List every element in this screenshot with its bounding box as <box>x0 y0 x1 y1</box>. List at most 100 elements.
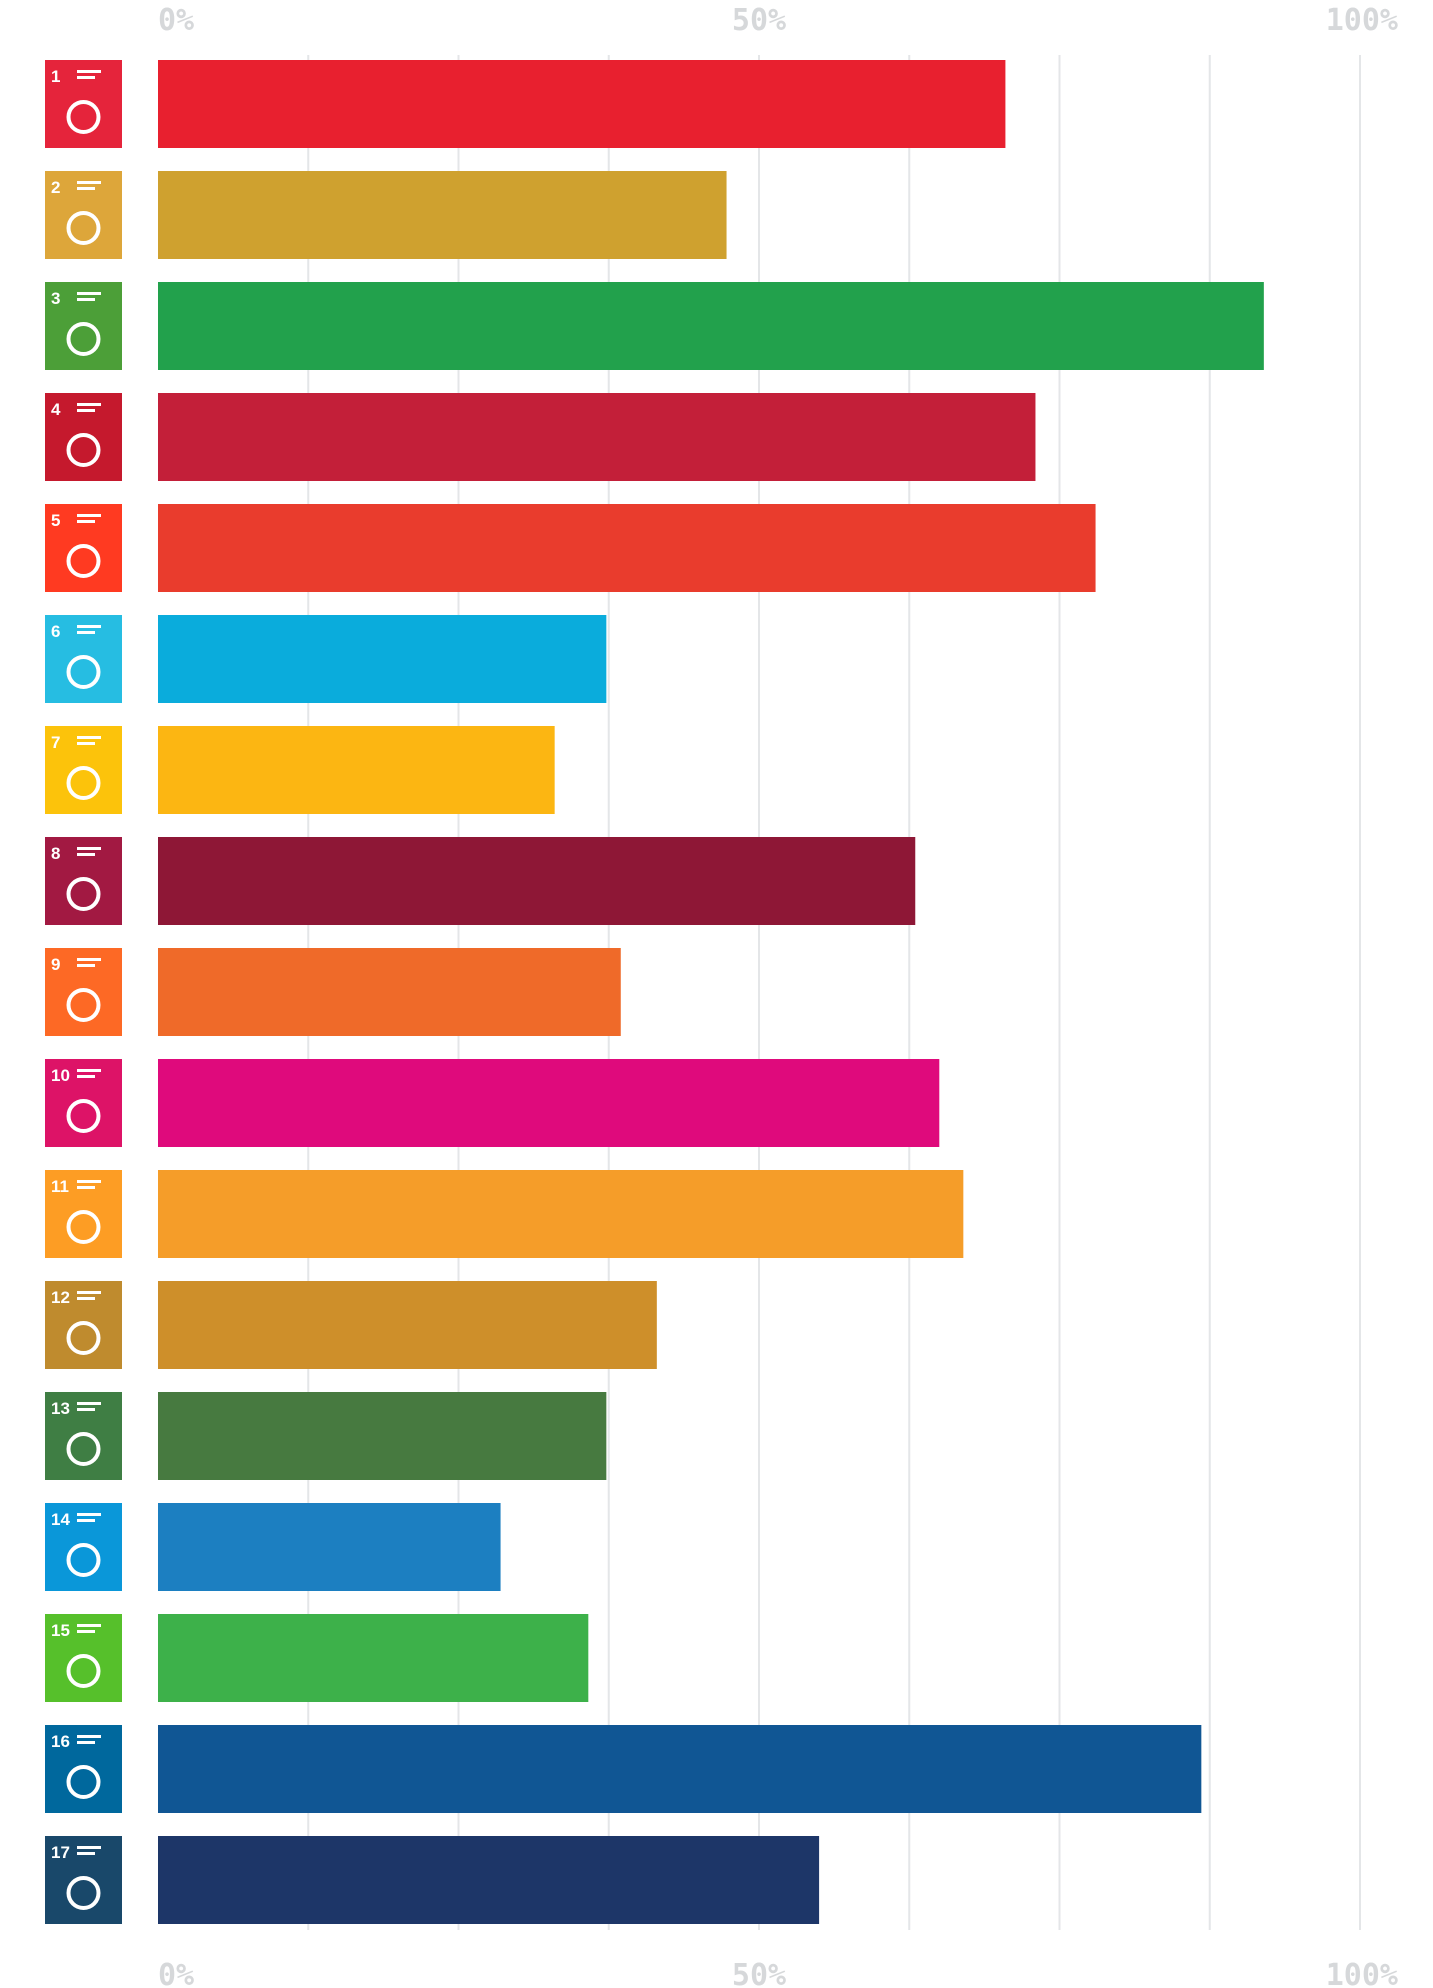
sdg-number: 17 <box>51 1843 70 1862</box>
sdg-label-line <box>77 76 95 79</box>
sdg-number: 9 <box>51 955 60 974</box>
climate-action-icon: 13 <box>45 1392 122 1480</box>
sdg-label-line <box>77 1735 101 1738</box>
sdg-pictogram <box>66 988 101 1022</box>
sdg-label-line <box>77 1297 95 1300</box>
sdg-pictogram <box>66 1210 101 1244</box>
bars <box>158 60 1264 1924</box>
sdg-number: 3 <box>51 289 60 308</box>
sdg-label-line <box>77 1846 101 1849</box>
sdg-label-line <box>77 70 101 73</box>
life-on-land-icon: 15 <box>45 1614 122 1702</box>
sdg-pictogram <box>66 1543 101 1577</box>
good-health-icon: 3 <box>45 282 122 370</box>
sdg-number: 16 <box>51 1732 70 1751</box>
bar-goal-13 <box>158 1392 607 1480</box>
top-axis: 0% 50% 100% <box>158 3 1398 38</box>
sdg-label-line <box>77 1852 95 1855</box>
bar-goal-15 <box>158 1614 589 1702</box>
sdg-number: 11 <box>51 1177 69 1196</box>
sdg-number: 12 <box>51 1288 70 1307</box>
sdg-pictogram <box>66 433 101 467</box>
bar-goal-10 <box>158 1059 940 1147</box>
responsible-consumption-icon: 12 <box>45 1281 122 1369</box>
bar-goal-8 <box>158 837 916 925</box>
sdg-label-line <box>77 1180 101 1183</box>
sdg-pictogram <box>66 1654 101 1688</box>
bar-goal-16 <box>158 1725 1202 1813</box>
quality-education-icon: 4 <box>45 393 122 481</box>
bar-goal-7 <box>158 726 555 814</box>
sdg-label-line <box>77 742 95 745</box>
sdg-label-line <box>77 625 101 628</box>
sdg-label-line <box>77 187 95 190</box>
zero-hunger-icon: 2 <box>45 171 122 259</box>
bar-goal-1 <box>158 60 1006 148</box>
sdg-number: 6 <box>51 622 60 641</box>
sdg-label-line <box>77 1075 95 1078</box>
reduced-inequalities-icon: 10 <box>45 1059 122 1147</box>
top-tick-label: 50% <box>732 3 786 38</box>
bar-goal-6 <box>158 615 607 703</box>
bottom-tick-label: 100% <box>1326 1958 1398 1988</box>
sdg-pictogram <box>66 1099 101 1133</box>
sdg-number: 5 <box>51 511 60 530</box>
sdg-label-line <box>77 736 101 739</box>
sdg-label-line <box>77 409 95 412</box>
sdg-pictogram <box>66 211 101 245</box>
gender-equality-icon: 5 <box>45 504 122 592</box>
bottom-axis: 0% 50% 100% <box>158 1958 1398 1988</box>
sdg-label-line <box>77 1519 95 1522</box>
sdg-label-line <box>77 514 101 517</box>
sdg-label-line <box>77 403 101 406</box>
sdg-pictogram <box>66 1876 101 1910</box>
sdg-pictogram <box>66 100 101 134</box>
sdg-label-line <box>77 1291 101 1294</box>
bar-goal-4 <box>158 393 1036 481</box>
bar-goal-3 <box>158 282 1264 370</box>
top-tick-label: 100% <box>1326 3 1398 38</box>
sdg-label-line <box>77 292 101 295</box>
sdg-label-line <box>77 298 95 301</box>
sdg-label-line <box>77 631 95 634</box>
bar-goal-17 <box>158 1836 820 1924</box>
sdg-label-line <box>77 847 101 850</box>
clean-water-icon: 6 <box>45 615 122 703</box>
sdg-number: 10 <box>51 1066 70 1085</box>
sdg-label-line <box>77 964 95 967</box>
sdg-label-line <box>77 1741 95 1744</box>
sustainable-cities-icon: 11 <box>45 1170 122 1258</box>
sdg-number: 1 <box>51 67 60 86</box>
sdg-label-line <box>77 958 101 961</box>
bar-goal-9 <box>158 948 621 1036</box>
bar-goal-14 <box>158 1503 501 1591</box>
sdg-number: 7 <box>51 733 60 752</box>
bar-goal-12 <box>158 1281 657 1369</box>
sdg-pictogram <box>66 1432 101 1466</box>
peace-justice-icon: 16 <box>45 1725 122 1813</box>
sdg-pictogram <box>66 1321 101 1355</box>
partnerships-icon: 17 <box>45 1836 122 1924</box>
sdg-label-line <box>77 1402 101 1405</box>
sdg-label-line <box>77 1630 95 1633</box>
top-tick-label: 0% <box>158 3 194 38</box>
sdg-pictogram <box>66 322 101 356</box>
sdg-pictogram <box>66 766 101 800</box>
industry-innovation-icon: 9 <box>45 948 122 1036</box>
bottom-tick-label: 0% <box>158 1958 194 1988</box>
sdg-number: 8 <box>51 844 60 863</box>
sdg-number: 2 <box>51 178 60 197</box>
sdg-label-line <box>77 1408 95 1411</box>
sdg-pictogram <box>66 655 101 689</box>
bar-goal-11 <box>158 1170 964 1258</box>
sdg-number: 4 <box>51 400 61 419</box>
sdg-label-line <box>77 520 95 523</box>
sdg-pictogram <box>66 1765 101 1799</box>
sdg-pictogram <box>66 877 101 911</box>
sdg-label-line <box>77 853 95 856</box>
decent-work-icon: 8 <box>45 837 122 925</box>
affordable-energy-icon: 7 <box>45 726 122 814</box>
bar-goal-5 <box>158 504 1096 592</box>
sdg-label-line <box>77 1513 101 1516</box>
